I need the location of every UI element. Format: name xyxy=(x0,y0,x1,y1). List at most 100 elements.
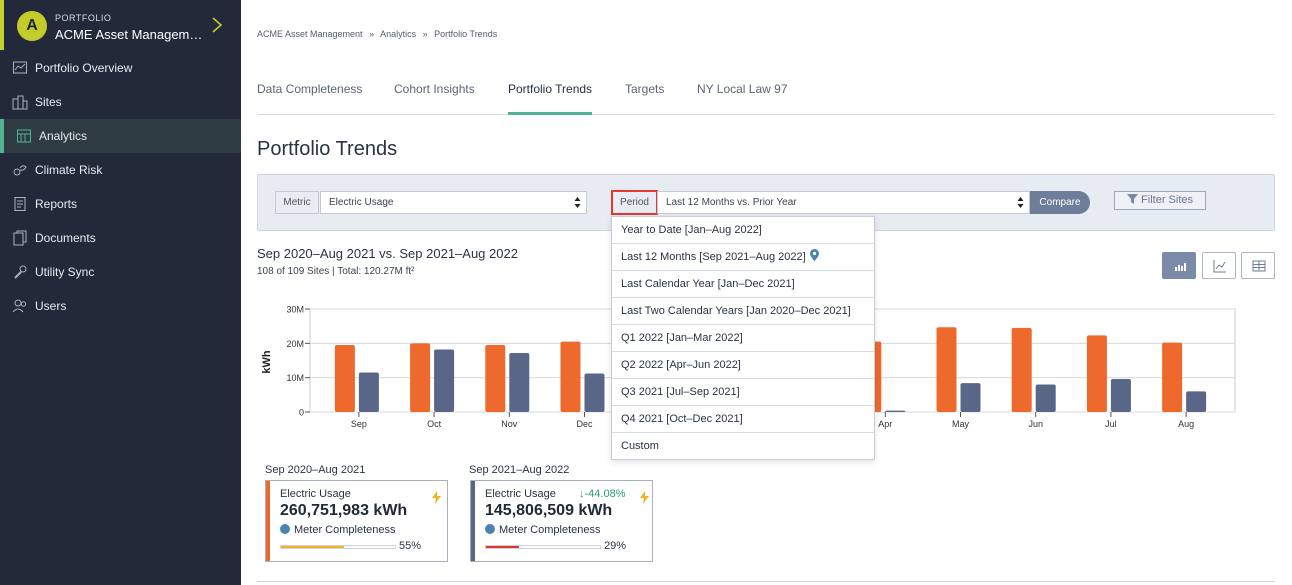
tab-ny-local-law-97[interactable]: NY Local Law 97 xyxy=(697,82,788,96)
period-option-year-to-date[interactable]: Year to Date [Jan–Aug 2022] xyxy=(612,217,874,244)
select-arrows-icon xyxy=(574,197,581,208)
chart-subtitle: 108 of 109 Sites | Total: 120.27M ft² xyxy=(257,266,415,277)
period-option-q4-2021[interactable]: Q4 2021 [Oct–Dec 2021] xyxy=(612,406,874,433)
brand-accent-strip xyxy=(0,0,4,50)
bar-nov-series-2 xyxy=(509,352,530,412)
y-axis-label: kWh xyxy=(261,350,273,374)
portfolio-switcher[interactable]: A PORTFOLIO ACME Asset Managem… xyxy=(0,0,241,50)
bar-apr-series-2 xyxy=(885,410,906,412)
line-chart-icon xyxy=(1213,260,1226,273)
sidebar-item-utility-sync[interactable]: Utility Sync xyxy=(0,255,241,289)
period-option-last-calendar-year[interactable]: Last Calendar Year [Jan–Dec 2021] xyxy=(612,271,874,298)
climate-risk-icon xyxy=(12,162,28,178)
period-option-q3-2021[interactable]: Q3 2021 [Jul–Sep 2021] xyxy=(612,379,874,406)
sidebar-item-climate-risk[interactable]: Climate Risk xyxy=(0,153,241,187)
lightning-icon xyxy=(640,491,649,504)
period-select[interactable]: Last 12 Months vs. Prior Year xyxy=(657,191,1030,214)
sidebar-item-analytics[interactable]: Analytics xyxy=(0,119,241,153)
sidebar-item-label: Utility Sync xyxy=(35,265,95,279)
x-tick-label: Oct xyxy=(427,419,442,429)
x-tick-label: Jul xyxy=(1105,419,1117,429)
sidebar-item-sites[interactable]: Sites xyxy=(0,85,241,119)
sidebar-item-reports[interactable]: Reports xyxy=(0,187,241,221)
documents-icon xyxy=(12,230,28,246)
breadcrumb-link-organization[interactable]: ACME Asset Management xyxy=(257,29,363,39)
x-tick-label: Dec xyxy=(576,419,593,429)
sidebar-item-label: Reports xyxy=(35,197,78,211)
tab-data-completeness[interactable]: Data Completeness xyxy=(257,82,363,96)
report-icon xyxy=(12,196,28,212)
prior-period-caption: Sep 2020–Aug 2021 xyxy=(265,464,366,476)
filter-sites-button[interactable]: Filter Sites xyxy=(1114,191,1206,210)
card-accent xyxy=(266,481,270,561)
bar-chart-icon xyxy=(1175,263,1186,271)
sidebar-item-documents[interactable]: Documents xyxy=(0,221,241,255)
bar-nov-series-1 xyxy=(485,345,506,412)
current-period-card: Electric Usage ↓-44.08% 145,806,509 kWh … xyxy=(470,480,653,562)
meter-completeness-label: Meter Completeness xyxy=(499,524,601,536)
breadcrumb-current: Portfolio Trends xyxy=(434,29,498,39)
sidebar-item-label: Users xyxy=(35,299,67,313)
period-option-custom[interactable]: Custom xyxy=(621,440,659,452)
sidebar-item-label: Portfolio Overview xyxy=(35,61,133,75)
sidebar-item-users[interactable]: Users xyxy=(0,289,241,323)
location-pin-icon xyxy=(809,249,819,261)
tab-cohort-insights[interactable]: Cohort Insights xyxy=(394,82,475,96)
period-option-last-two-calendar-years[interactable]: Last Two Calendar Years [Jan 2020–Dec 20… xyxy=(612,298,874,325)
bar-chart-view-button[interactable] xyxy=(1162,252,1196,279)
page-title: Portfolio Trends xyxy=(257,138,398,160)
bar-aug-series-2 xyxy=(1186,391,1207,412)
x-tick-label: Sep xyxy=(351,419,367,429)
period-option-q1-2022[interactable]: Q1 2022 [Jan–Mar 2022] xyxy=(612,325,874,352)
table-view-button[interactable] xyxy=(1241,252,1275,279)
completeness-track xyxy=(485,545,601,549)
card-metric: Electric Usage xyxy=(485,488,556,500)
period-option-q2-2022[interactable]: Q2 2022 [Apr–Jun 2022] xyxy=(612,352,874,379)
completeness-fill xyxy=(281,546,344,548)
tab-portfolio-trends[interactable]: Portfolio Trends xyxy=(508,82,593,115)
sidebar-nav: Portfolio Overview Sites Analytics Clima… xyxy=(0,51,241,323)
x-tick-label: May xyxy=(952,419,970,429)
compare-button[interactable]: Compare xyxy=(1030,191,1090,214)
completeness-fill xyxy=(486,546,519,548)
tab-targets[interactable]: Targets xyxy=(625,82,665,96)
metric-label: Metric xyxy=(275,191,319,214)
period-label: Period xyxy=(611,190,658,215)
sidebar-item-label: Analytics xyxy=(39,129,88,143)
sidebar-item-label: Documents xyxy=(35,231,96,245)
x-tick-label: Nov xyxy=(501,419,518,429)
change-percent: ↓-44.08% xyxy=(579,488,626,500)
bar-jun-series-2 xyxy=(1035,384,1056,412)
card-metric: Electric Usage xyxy=(280,488,351,500)
period-option-last-12-months[interactable]: Last 12 Months [Sep 2021–Aug 2022] xyxy=(612,244,874,271)
bar-jul-series-2 xyxy=(1110,379,1131,412)
sidebar-item-label: Climate Risk xyxy=(35,163,103,177)
meter-completeness: Meter Completeness xyxy=(485,524,601,536)
bar-oct-series-1 xyxy=(410,343,431,412)
line-chart-view-button[interactable] xyxy=(1202,252,1236,279)
breadcrumb-separator: » xyxy=(422,29,428,39)
metric-select[interactable]: Electric Usage xyxy=(320,191,587,214)
bar-aug-series-1 xyxy=(1162,342,1183,412)
wrench-icon xyxy=(12,264,28,280)
filter-icon xyxy=(1126,194,1138,204)
breadcrumb-link-analytics[interactable]: Analytics xyxy=(380,29,417,39)
card-value: 145,806,509 kWh xyxy=(485,502,613,519)
chevron-right-icon[interactable] xyxy=(210,16,224,34)
info-icon[interactable] xyxy=(485,524,495,534)
completeness-percent: 55% xyxy=(399,540,422,552)
info-icon[interactable] xyxy=(280,524,290,534)
sidebar: A PORTFOLIO ACME Asset Managem… Portfoli… xyxy=(0,0,241,585)
meter-completeness: Meter Completeness xyxy=(280,524,396,536)
card-value: 260,751,983 kWh xyxy=(280,502,408,519)
table-icon xyxy=(1252,260,1266,272)
buildings-icon xyxy=(12,94,28,110)
bar-jul-series-1 xyxy=(1086,335,1107,412)
sidebar-item-portfolio-overview[interactable]: Portfolio Overview xyxy=(0,51,241,85)
filter-sites-label: Filter Sites xyxy=(1141,194,1194,206)
meter-completeness-label: Meter Completeness xyxy=(294,524,396,536)
bar-sep-series-2 xyxy=(358,372,379,412)
period-dropdown-menu: Year to Date [Jan–Aug 2022] Last 12 Mont… xyxy=(611,216,875,460)
analytics-chart-icon xyxy=(16,128,32,144)
x-tick-label: Aug xyxy=(1178,419,1194,429)
